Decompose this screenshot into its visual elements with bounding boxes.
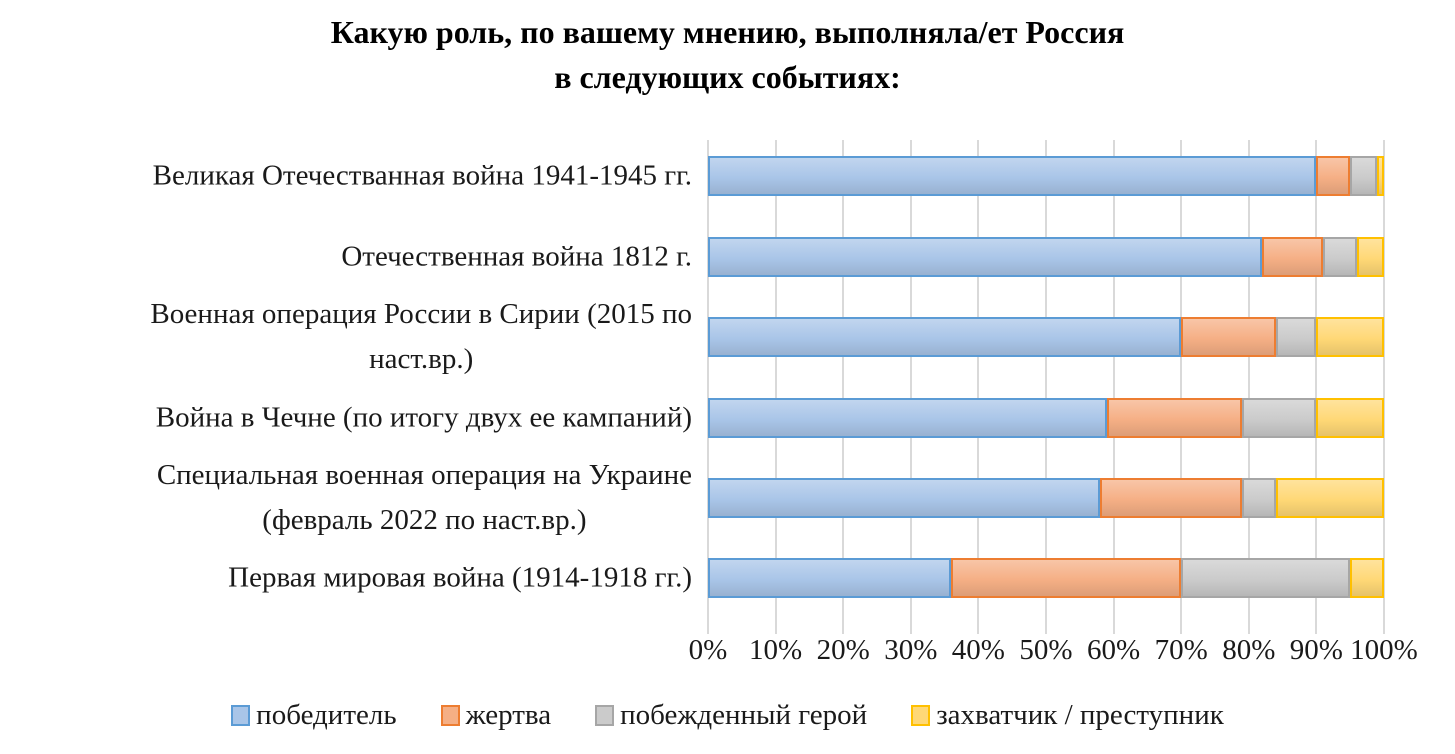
legend-swatch-victim	[440, 705, 460, 726]
gridline	[1383, 140, 1385, 620]
bar-row	[708, 317, 1384, 357]
bar-segment-victim	[1181, 317, 1276, 357]
category-label: Великая Отечестванная война 1941-1945 гг…	[152, 159, 692, 192]
bar-segment-invader-criminal	[1377, 156, 1384, 196]
axis-tick	[1045, 620, 1047, 634]
legend-item-victim: жертва	[440, 699, 552, 732]
gridline	[1247, 140, 1250, 620]
x-axis-tick-label: 40%	[951, 634, 1005, 666]
axis-tick	[909, 620, 912, 634]
category-label: Война в Чечне (по итогу двух ее кампаний…	[155, 401, 692, 434]
bar-segment-winner	[708, 237, 1263, 277]
bar-row	[708, 478, 1384, 518]
axis-tick	[1247, 620, 1250, 634]
bar-segment-winner	[708, 398, 1107, 438]
x-axis-tick-label: 60%	[1087, 634, 1141, 666]
bar-segment-invader-criminal	[1316, 398, 1384, 438]
bar-segment-victim	[1262, 237, 1324, 277]
legend-item-winner: победитель	[231, 699, 397, 732]
gridline	[977, 140, 980, 620]
bar-segment-winner	[708, 317, 1182, 357]
x-axis-tick-label: 80%	[1222, 634, 1276, 666]
axis-tick	[1180, 620, 1183, 634]
chart-title: Какую роль, по вашему мнению, выполняла/…	[330, 14, 1125, 95]
axis-tick	[774, 620, 777, 634]
legend-label-defeated-hero: побежденный герой	[620, 699, 868, 731]
gridline	[1180, 140, 1183, 620]
bar-segment-invader-criminal	[1316, 317, 1384, 357]
bar-row	[708, 237, 1384, 277]
legend-label-victim: жертва	[465, 699, 552, 731]
bar-row	[708, 558, 1384, 598]
legend-item-defeated-hero: побежденный герой	[595, 699, 867, 732]
gridline	[1045, 140, 1047, 620]
x-axis-tick-label: 20%	[816, 634, 870, 666]
bar-segment-winner	[708, 156, 1317, 196]
bar-segment-winner	[708, 558, 952, 598]
x-axis-tick-label: 0%	[688, 634, 728, 666]
category-label: Военная операция России в Сирии (2015 по…	[150, 298, 692, 375]
x-axis-tick-label: 70%	[1154, 634, 1208, 666]
legend-label-winner: победитель	[256, 699, 397, 731]
legend-item-invader-criminal: захватчик / преступник	[911, 699, 1224, 732]
gridline	[1315, 140, 1318, 620]
x-axis-tick-label: 30%	[884, 634, 938, 666]
bar-segment-winner	[708, 478, 1101, 518]
bar-segment-invader-criminal	[1275, 478, 1384, 518]
bar-segment-victim	[1106, 398, 1243, 438]
gridline	[774, 140, 777, 620]
bar-segment-defeated-hero	[1350, 156, 1378, 196]
legend-swatch-winner	[231, 705, 251, 726]
bar-segment-victim	[1100, 478, 1243, 518]
bar-segment-victim	[951, 558, 1182, 598]
category-label: Специальная военная операция на Украине …	[156, 459, 692, 536]
legend-label-invader-criminal: захватчик / преступник	[936, 699, 1224, 731]
axis-tick	[842, 620, 845, 634]
bar-row	[708, 156, 1384, 196]
gridline	[707, 140, 709, 620]
legend: победитель жертва побежденный герой захв…	[0, 699, 1455, 732]
gridline	[1112, 140, 1115, 620]
legend-swatch-defeated-hero	[595, 705, 615, 726]
bar-segment-invader-criminal	[1356, 237, 1384, 277]
x-axis-tick-label: 10%	[749, 634, 803, 666]
bar-segment-defeated-hero	[1242, 398, 1317, 438]
axis-tick	[1112, 620, 1115, 634]
bar-segment-defeated-hero	[1323, 237, 1357, 277]
x-axis-tick-label: 100%	[1350, 634, 1418, 666]
axis-tick	[1383, 620, 1385, 634]
x-axis-tick-label: 50%	[1019, 634, 1073, 666]
bar-segment-invader-criminal	[1350, 558, 1384, 598]
axis-tick	[1315, 620, 1318, 634]
bar-segment-defeated-hero	[1181, 558, 1351, 598]
gridline	[842, 140, 845, 620]
bar-row	[708, 398, 1384, 438]
axis-tick	[977, 620, 980, 634]
legend-swatch-invader-criminal	[911, 705, 931, 726]
gridline	[909, 140, 912, 620]
category-label: Отечественная война 1812 г.	[341, 240, 692, 273]
category-label: Первая мировая война (1914-1918 гг.)	[228, 561, 692, 594]
x-axis-tick-label: 90%	[1289, 634, 1343, 666]
axis-tick	[707, 620, 709, 634]
bar-segment-defeated-hero	[1275, 317, 1317, 357]
bar-segment-defeated-hero	[1242, 478, 1276, 518]
bar-segment-victim	[1316, 156, 1351, 196]
